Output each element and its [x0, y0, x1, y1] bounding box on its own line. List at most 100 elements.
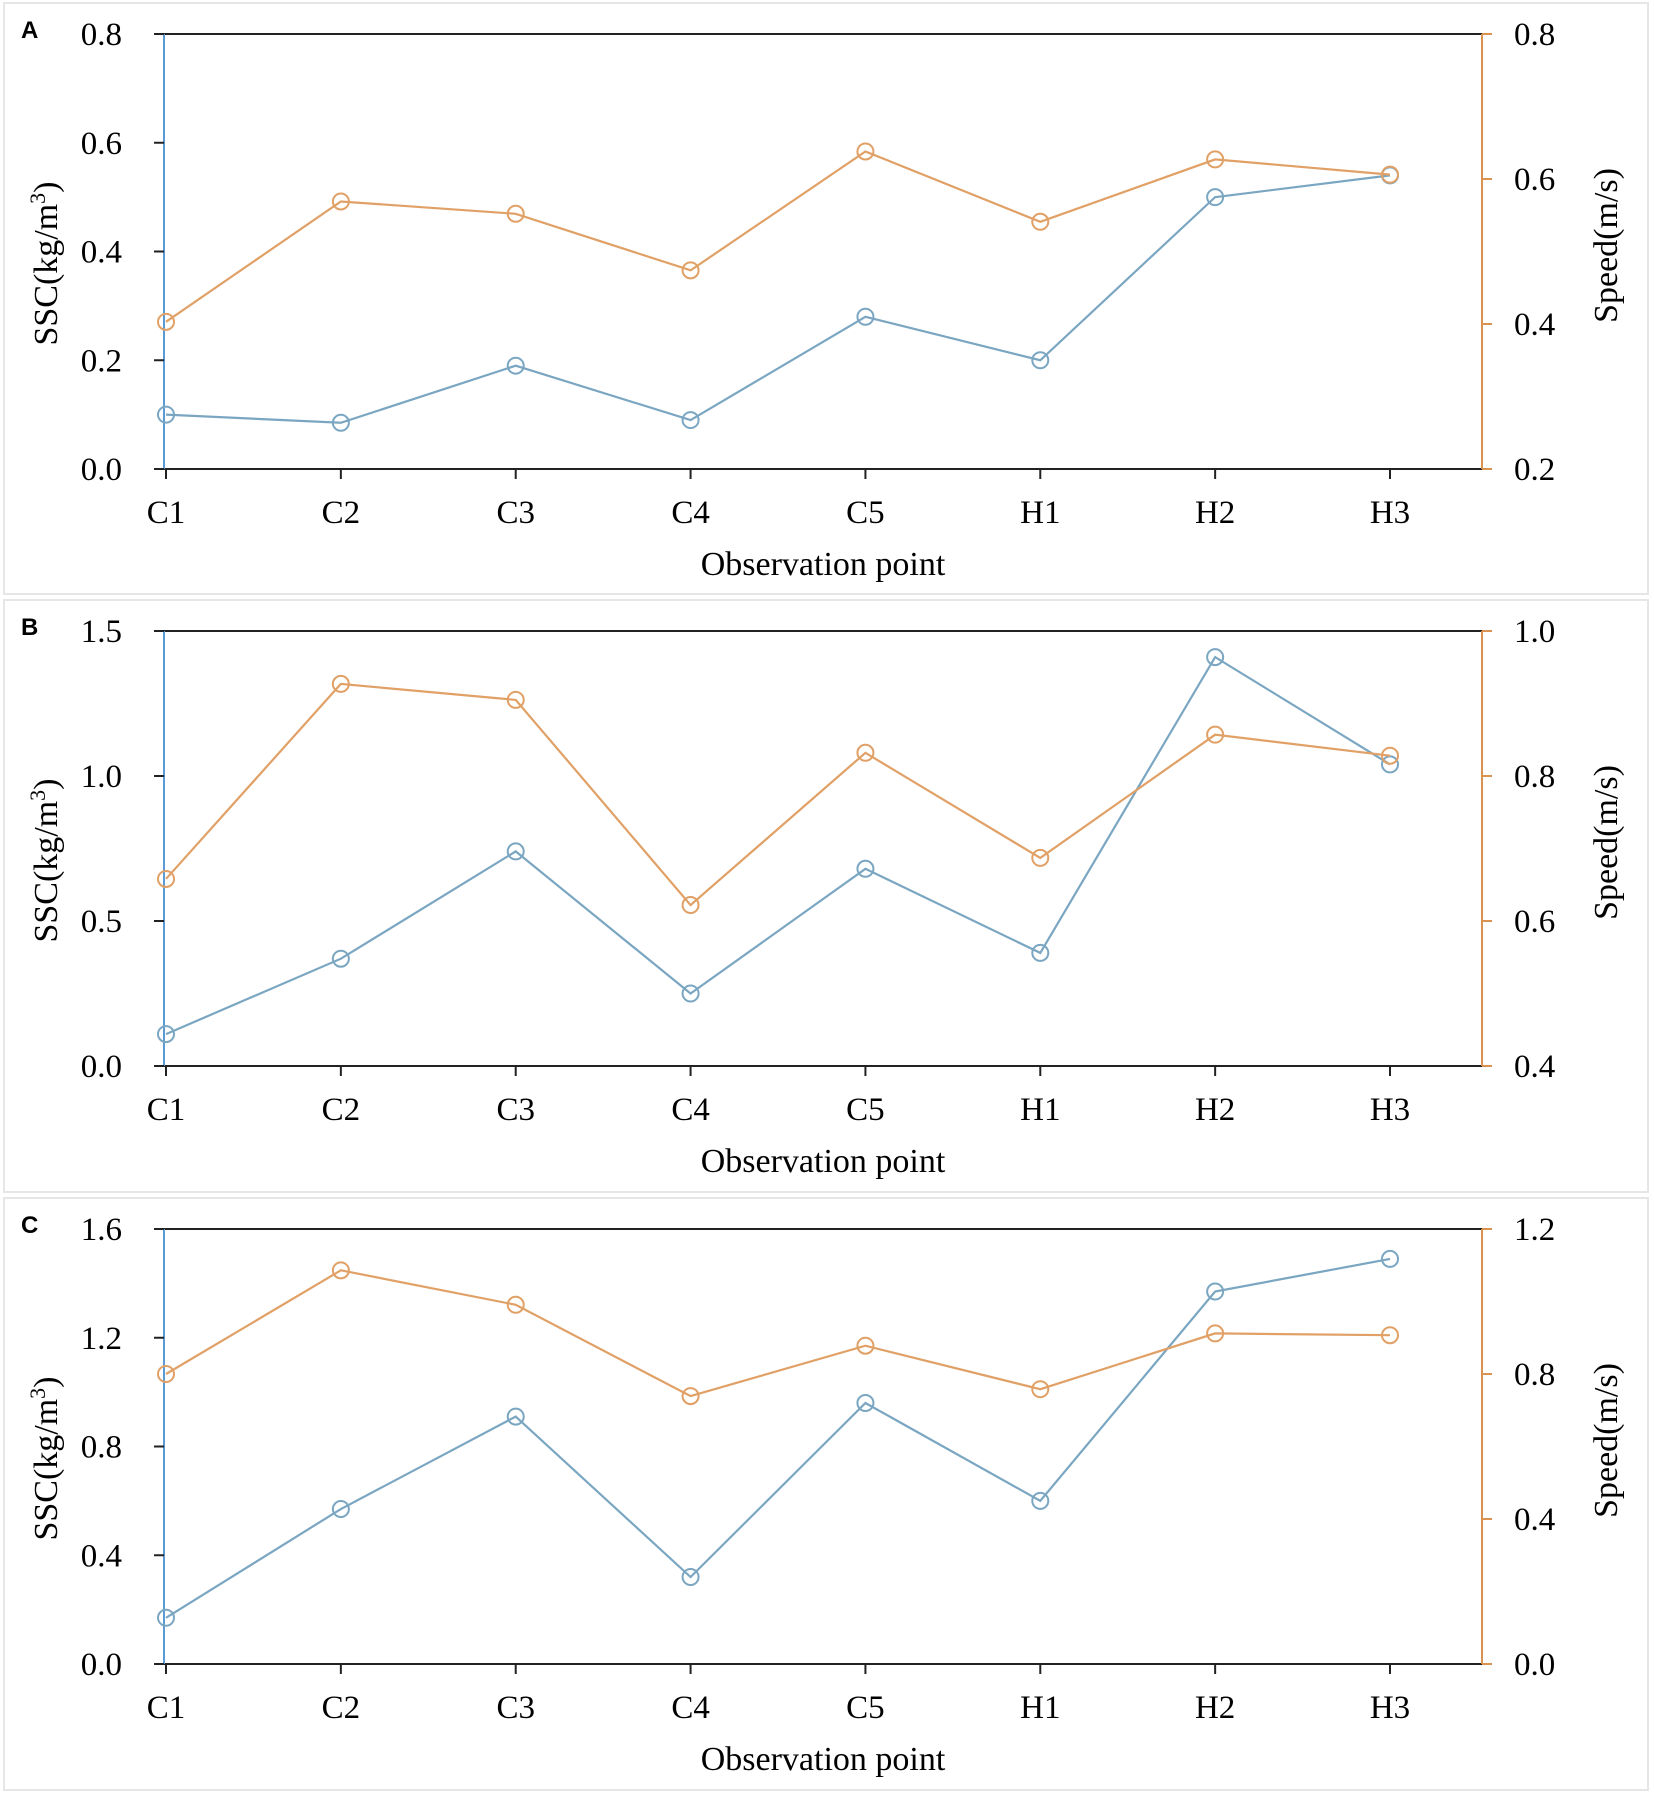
data-point-speed [856, 142, 875, 161]
y-tick-label: 0.4 [81, 235, 122, 271]
x-tick-label: C2 [322, 1092, 361, 1128]
panel-a: A 0.0 0.2 0.4 0.6 0.8 0.2 0.4 0.6 0.8 C1 C2 C3 C4 C5 H1… [3, 2, 1649, 595]
data-point-speed [1206, 150, 1225, 169]
data-point-speed [1031, 848, 1050, 867]
x-tick-label: C5 [846, 1092, 885, 1128]
panel-label: C [21, 1212, 38, 1239]
x-tick-label: C5 [846, 1690, 885, 1726]
data-point-ssc [1381, 1249, 1399, 1268]
y-tick-label: 0.8 [81, 1430, 122, 1466]
y-axis-title-main: SSC(kg/m [28, 204, 65, 346]
data-point-speed [856, 1336, 875, 1355]
panel-b: B 0.0 0.5 1.0 1.5 0.4 0.6 0.8 1.0 C1 C2 C3 C4 C5 H1 H2 H… [3, 599, 1649, 1193]
x-tick-label: H1 [1020, 1092, 1060, 1128]
data-point-ssc [157, 405, 175, 424]
y-tick-label: 0.6 [81, 126, 122, 162]
y-tick-label: 0.0 [81, 1049, 122, 1085]
y-tick-label: 0.0 [81, 452, 122, 488]
y2-tick-label: 0.4 [1514, 1502, 1555, 1538]
x-tick-label: H2 [1195, 495, 1235, 531]
x-tick-label: H2 [1195, 1092, 1235, 1128]
y-tick-label: 0.5 [81, 904, 122, 940]
y-tick-label: 1.5 [81, 614, 122, 650]
x-tick-label: H1 [1020, 1690, 1060, 1726]
y-axis-title-sup: 3 [25, 1388, 50, 1399]
series-line-speed [165, 682, 1391, 907]
y2-tick-label: 0.8 [1514, 1357, 1555, 1393]
data-point-ssc [856, 307, 875, 326]
y-tick-label: 1.0 [81, 759, 122, 795]
data-point-speed [157, 1365, 175, 1383]
x-tick-label: H3 [1370, 1690, 1410, 1726]
data-point-ssc [157, 1025, 175, 1044]
x-tick-label: C3 [496, 1092, 535, 1128]
data-point-ssc [1381, 755, 1399, 774]
y2-tick-label: 0.8 [1514, 17, 1555, 53]
y-axis-title-close: ) [28, 1376, 65, 1387]
x-tick-label: C2 [322, 1690, 361, 1726]
data-point-speed [856, 743, 875, 762]
panel-label: A [21, 17, 38, 44]
y-tick-label: 0.4 [81, 1538, 122, 1574]
x-tick-label: H3 [1370, 495, 1410, 531]
data-point-speed [506, 204, 525, 223]
data-point-speed [331, 192, 350, 211]
data-point-speed [1031, 212, 1050, 231]
x-tick-label: C3 [496, 495, 535, 531]
data-point-ssc [331, 949, 350, 968]
data-point-speed [1381, 746, 1399, 765]
x-tick-label: C3 [496, 1690, 535, 1726]
x-tick-label: C4 [671, 1690, 710, 1726]
x-tick-label: C1 [147, 495, 186, 531]
data-point-speed [681, 896, 700, 915]
x-axis-title: Observation point [701, 1143, 946, 1180]
data-point-ssc [506, 356, 525, 375]
data-point-speed [506, 690, 525, 709]
data-point-ssc [506, 842, 525, 861]
y-axis-title-close: ) [28, 181, 65, 192]
data-point-ssc [1206, 1282, 1225, 1301]
series-line-speed [165, 1269, 1391, 1398]
series-line-ssc [165, 1257, 1391, 1619]
panel-label: B [21, 614, 38, 641]
x-tick-label: C2 [322, 495, 361, 531]
data-point-ssc [331, 1500, 350, 1519]
x-tick-label: C1 [147, 1092, 186, 1128]
y-tick-label: 0.0 [81, 1647, 122, 1683]
y-axis-title: SSC(kg/m3) [25, 778, 65, 942]
y2-tick-label: 1.0 [1514, 614, 1555, 650]
y-tick-label: 0.8 [81, 17, 122, 53]
data-point-ssc [856, 1394, 875, 1412]
x-tick-label: C5 [846, 495, 885, 531]
series-line-ssc [165, 174, 1391, 424]
chart-a: A 0.0 0.2 0.4 0.6 0.8 0.2 0.4 0.6 0.8 C1 C2 C3 C4 C5 H1… [21, 17, 1625, 583]
series-line-speed [165, 150, 1391, 323]
x-tick-label: H3 [1370, 1092, 1410, 1128]
data-point-ssc [1031, 1491, 1050, 1510]
data-point-ssc [1031, 943, 1050, 962]
data-point-speed [157, 869, 175, 888]
data-point-speed [681, 1387, 700, 1406]
chart-b: B 0.0 0.5 1.0 1.5 0.4 0.6 0.8 1.0 C1 C2 C3 C4 C5 H1 H2 H… [21, 614, 1625, 1180]
data-point-speed [157, 312, 175, 331]
data-point-speed [1206, 1324, 1225, 1343]
data-point-speed [1381, 165, 1399, 184]
data-point-ssc [681, 984, 700, 1003]
data-point-speed [681, 261, 700, 280]
x-tick-label: C1 [147, 1690, 186, 1726]
panel-c: C 0.0 0.4 0.8 1.2 1.6 0.0 0.4 0.8 1.2 C1 C2 C3 C4 C5 H1… [3, 1197, 1649, 1791]
data-point-ssc [331, 413, 350, 432]
y-axis-title: SSC(kg/m3) [25, 1376, 65, 1540]
y-tick-label: 1.2 [81, 1321, 122, 1357]
data-point-ssc [681, 411, 700, 430]
data-point-ssc [157, 1608, 175, 1627]
data-point-speed [506, 1295, 525, 1314]
y-axis-title-main: SSC(kg/m [28, 801, 65, 943]
data-point-speed [331, 1261, 350, 1280]
x-tick-label: C4 [671, 1092, 710, 1128]
y2-tick-label: 0.6 [1514, 162, 1555, 198]
y-axis-title-main: SSC(kg/m [28, 1399, 65, 1541]
y2-tick-label: 0.8 [1514, 759, 1555, 795]
y2-axis-title: Speed(m/s) [1588, 1363, 1625, 1518]
data-point-speed [1206, 725, 1225, 744]
